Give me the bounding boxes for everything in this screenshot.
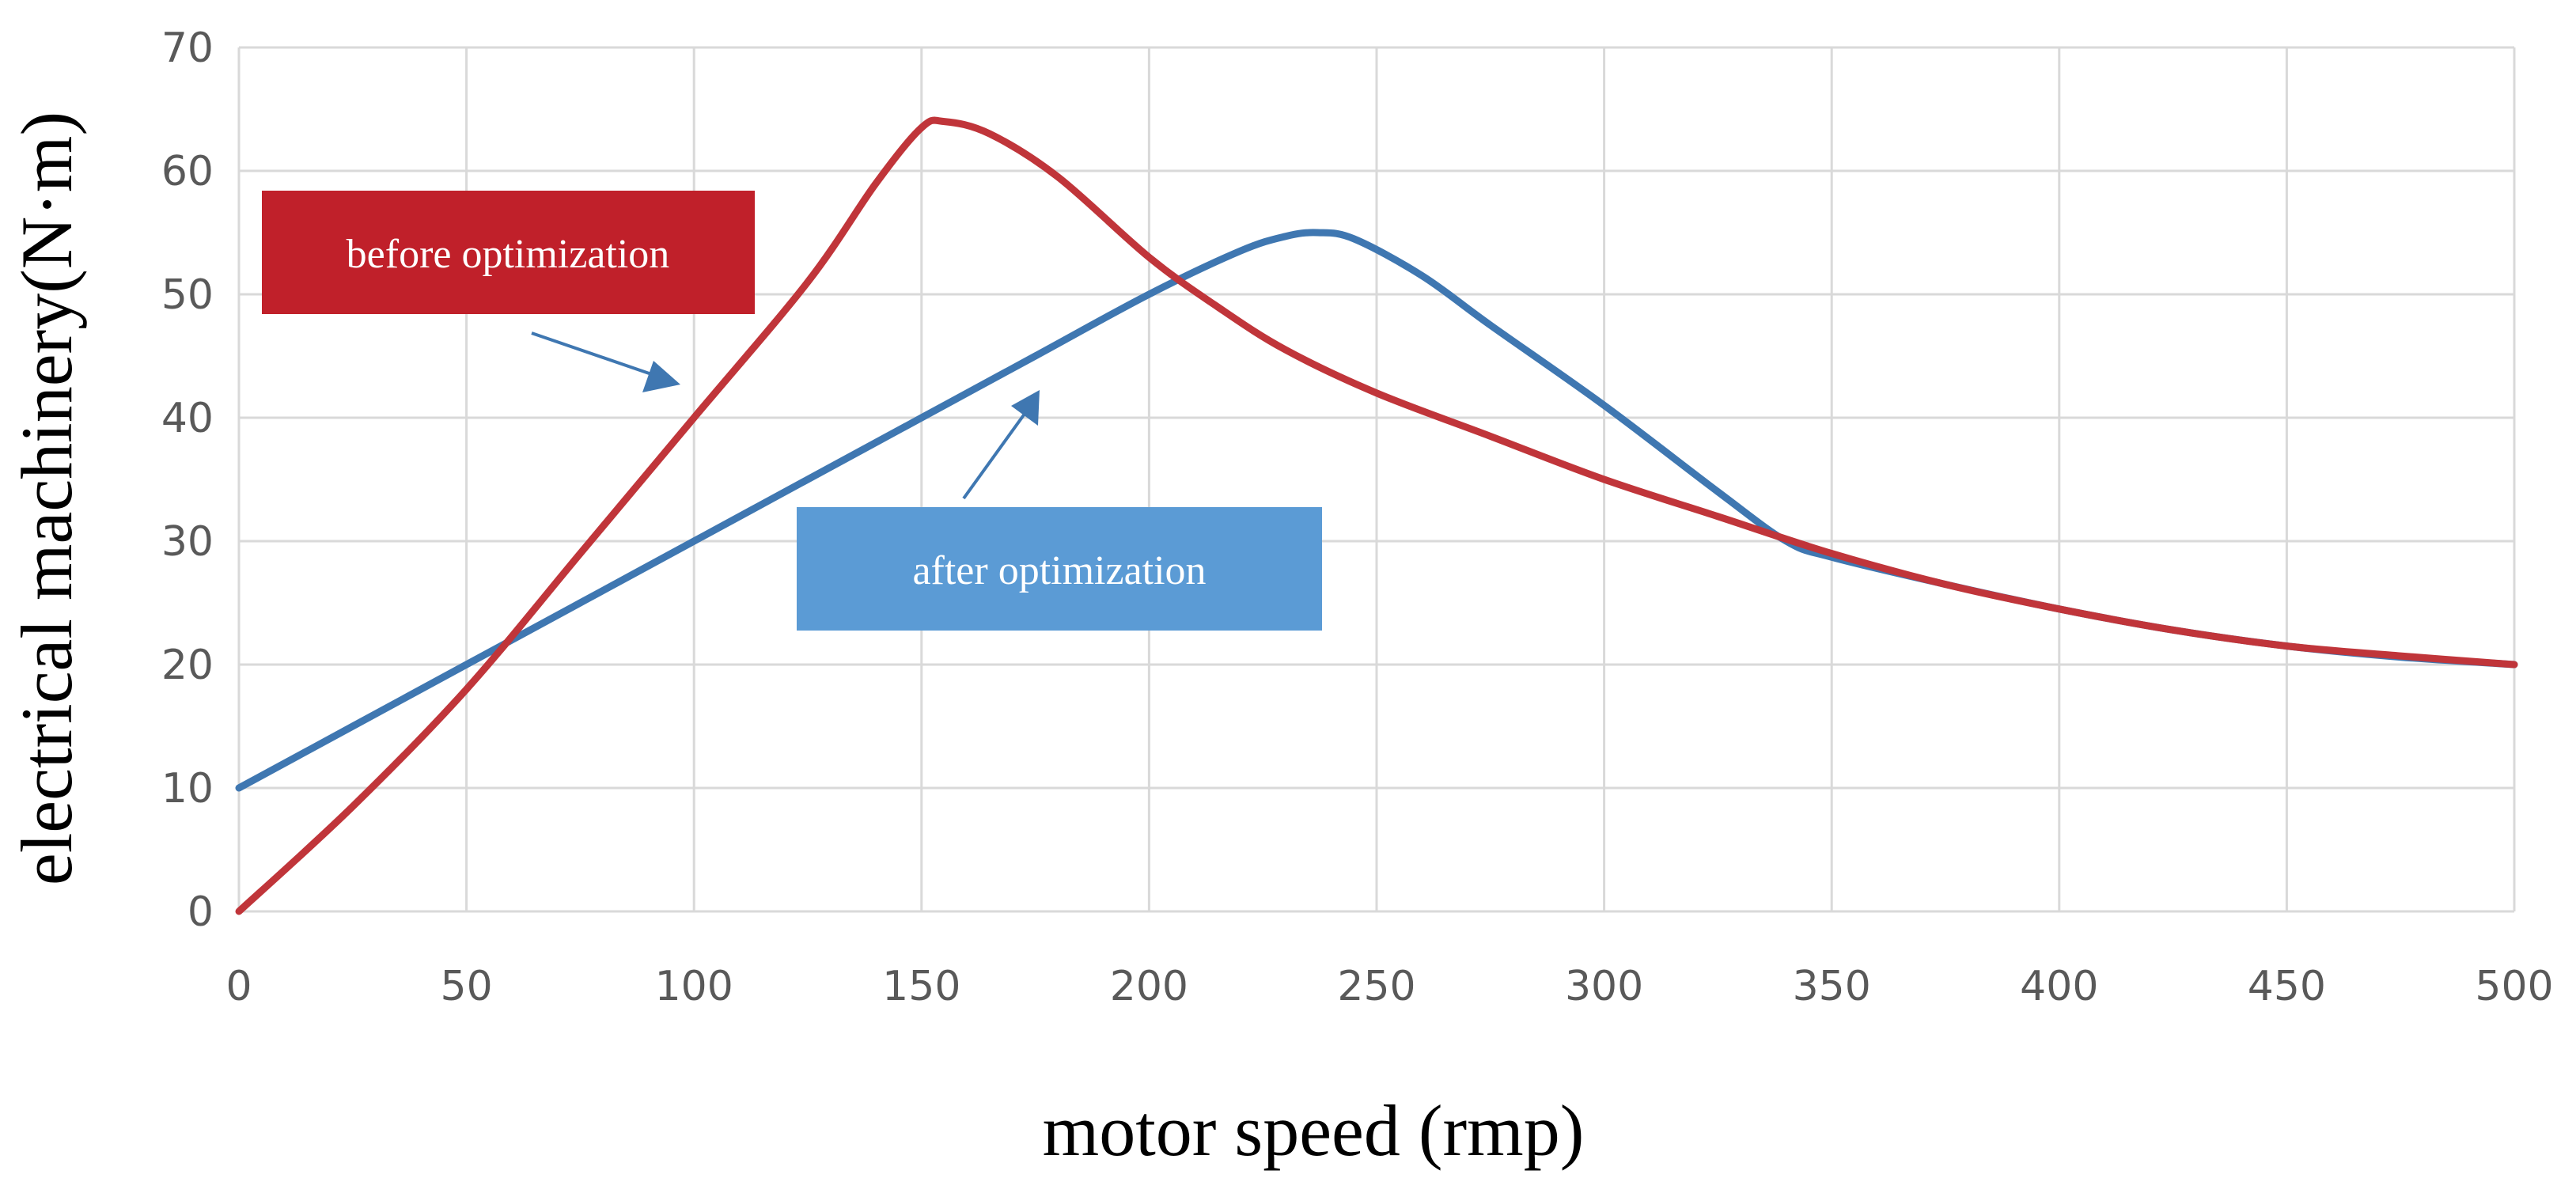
before-optimization-arrowhead xyxy=(642,361,680,392)
series-line-before-optimization xyxy=(235,116,2518,915)
x-tick-label-300: 300 xyxy=(1565,963,1643,1010)
y-tick-label-10: 10 xyxy=(161,765,214,813)
y-tick-label-0: 0 xyxy=(188,888,214,936)
before-optimization-label-box xyxy=(262,191,755,314)
y-tick-label-50: 50 xyxy=(161,271,214,319)
x-tick-label-0: 0 xyxy=(225,963,252,1010)
x-tick-label-450: 450 xyxy=(2248,963,2326,1010)
x-tick-label-350: 350 xyxy=(1793,963,1871,1010)
y-tick-label-60: 60 xyxy=(161,148,214,195)
series-lines xyxy=(235,116,2518,915)
after-optimization-label-box xyxy=(797,507,1322,631)
x-tick-label-200: 200 xyxy=(1110,963,1188,1010)
before-optimization-arrow xyxy=(531,331,664,380)
x-tick-label-50: 50 xyxy=(441,963,493,1010)
y-axis-title: electrical machinery(N·m) xyxy=(6,112,87,885)
y-tick-label-30: 30 xyxy=(161,518,214,566)
after-optimization-label: after optimization xyxy=(912,548,1206,593)
tick-labels: 0 10 20 30 40 50 60 70 0 50 100 150 200 250 300 350 400 4… xyxy=(161,25,2554,1010)
grid-layer xyxy=(237,46,2516,913)
y-tick-label-40: 40 xyxy=(161,395,214,442)
x-tick-label-150: 150 xyxy=(882,963,960,1010)
y-tick-label-70: 70 xyxy=(161,25,214,72)
annotations: before optimization after optimization xyxy=(262,191,1322,631)
x-tick-label-400: 400 xyxy=(2020,963,2098,1010)
after-optimization-arrow xyxy=(962,409,1029,500)
before-optimization-label: before optimization xyxy=(347,232,670,277)
after-optimization-arrowhead xyxy=(1011,390,1040,426)
x-tick-label-100: 100 xyxy=(655,963,733,1010)
y-tick-label-20: 20 xyxy=(161,642,214,689)
x-axis-title: motor speed (rmp) xyxy=(1043,1090,1585,1171)
x-tick-label-500: 500 xyxy=(2475,963,2553,1010)
x-tick-label-250: 250 xyxy=(1337,963,1415,1010)
